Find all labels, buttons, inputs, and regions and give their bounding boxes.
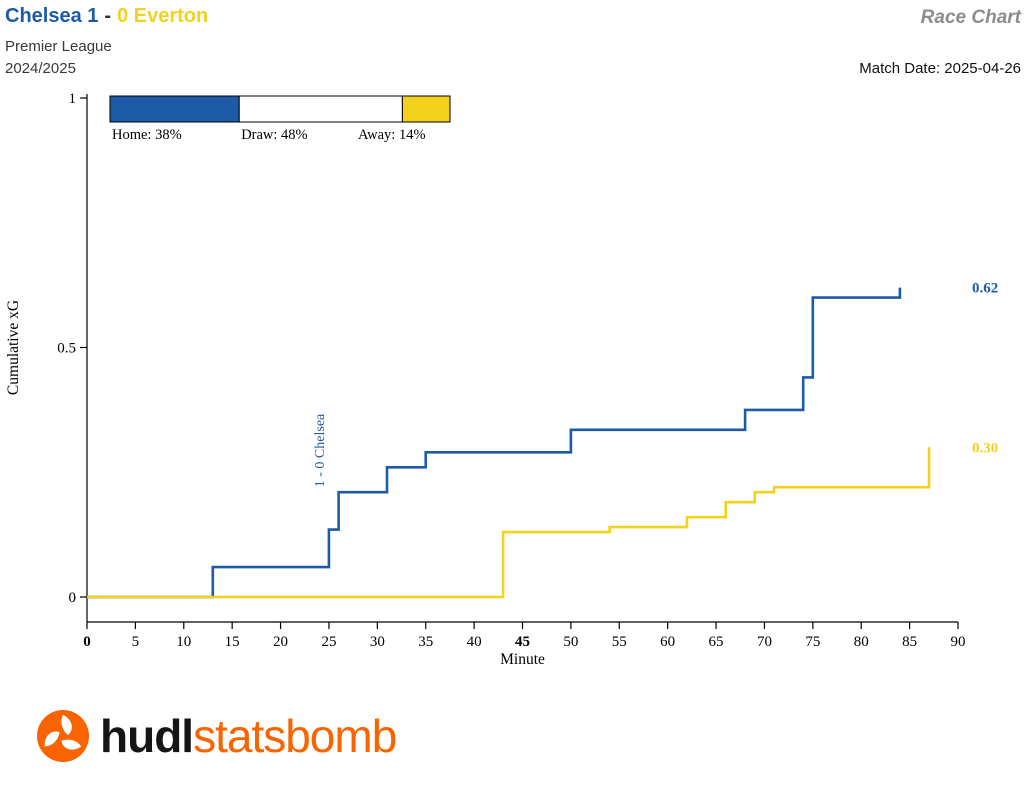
season-label: 2024/2025 [5,60,76,77]
competition-label: Premier League [5,38,112,55]
x-tick-label: 25 [321,634,336,650]
prob-draw-label: Draw: 48% [241,127,307,143]
xg-step-line-chelsea [87,287,902,599]
x-tick-label: 45 [515,634,530,650]
logo-hudl-text: hudl [100,710,194,762]
match-title: Chelsea 1 - 0 Everton [5,5,208,28]
prob-away-label: Away: 14% [358,127,426,143]
home-team-score: Chelsea 1 [5,5,99,27]
x-tick-label: 10 [176,634,191,650]
logo-statsbomb-text: statsbomb [193,710,397,762]
x-tick-label: 40 [467,634,482,650]
x-tick-label: 55 [612,634,627,650]
prob-home-segment [109,95,240,123]
x-tick-label: 60 [660,634,675,650]
y-tick-label: 0.5 [57,341,76,357]
logo-wordmark: hudlstatsbomb [100,706,397,766]
x-tick-label: 70 [757,634,772,650]
xg-step-line-everton [87,447,931,599]
x-tick-label: 90 [951,634,966,650]
prob-draw-segment [238,95,403,123]
x-tick-label: 30 [370,634,385,650]
x-tick-label: 5 [132,634,140,650]
x-tick-label: 75 [805,634,820,650]
y-tick-label: 1 [69,91,77,107]
x-axis-title: Minute [500,651,545,668]
x-tick-label: 0 [83,634,91,650]
prob-home-label: Home: 38% [112,127,182,143]
x-tick-label: 15 [225,634,240,650]
hudl-logo-icon [37,710,89,762]
brand-logo: hudlstatsbomb [36,706,397,766]
y-tick-label: 0 [69,590,77,606]
x-tick-label: 35 [418,634,433,650]
x-tick-label: 20 [273,634,288,650]
x-tick-label: 65 [709,634,724,650]
y-axis-title: Cumulative xG [5,300,22,395]
xg-end-label-everton: 0.30 [972,440,998,456]
x-tick-label: 85 [902,634,917,650]
race-chart-svg: 00.510 5 10 15 20 25 30 35 40 45 50 55 60 65 70 75 80 85 9… [5,91,998,668]
match-date-label: Match Date: 2025-04-26 [859,60,1021,77]
score-separator: - [104,5,112,27]
goal-annotation: 1 - 0 Chelsea [313,413,328,487]
x-tick-label: 80 [854,634,869,650]
x-tick-label: 50 [563,634,578,650]
away-team-score: 0 Everton [117,5,209,27]
prob-away-segment [401,95,451,123]
xg-end-label-chelsea: 0.62 [972,281,998,297]
chart-type-label: Race Chart [920,7,1021,28]
